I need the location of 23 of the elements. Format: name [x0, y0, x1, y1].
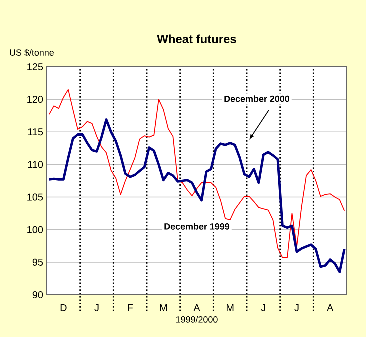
y-tick-label: 125: [28, 63, 44, 71]
series-label: December 1999: [164, 223, 230, 230]
y-axis-title: US $/tonne: [10, 49, 54, 56]
chart-title: Wheat futures: [157, 34, 236, 44]
x-tick-label: J: [294, 304, 299, 312]
text: December 2000: [224, 96, 290, 102]
y-tick-label: 100: [28, 226, 44, 234]
x-tick-label: A: [327, 304, 334, 312]
x-tick-label: J: [261, 304, 266, 312]
y-tick-label: 95: [32, 258, 44, 266]
x-tick-label: M: [160, 304, 167, 312]
x-tick-label: F: [128, 304, 133, 312]
y-tick-label: 105: [28, 194, 44, 201]
y-tick-label: 120: [28, 96, 44, 104]
x-tick-label: D: [60, 304, 67, 312]
y-tick-label: 115: [28, 128, 44, 136]
y-tick-label: 110: [28, 161, 44, 168]
line-series: [48, 118, 346, 274]
x-axis-title: 1999/2000: [176, 316, 218, 323]
x-tick-label: J: [94, 304, 99, 312]
y-tick-label: 90: [32, 291, 44, 299]
x-tick-label: A: [194, 304, 200, 312]
x-tick-label: M: [226, 304, 234, 312]
